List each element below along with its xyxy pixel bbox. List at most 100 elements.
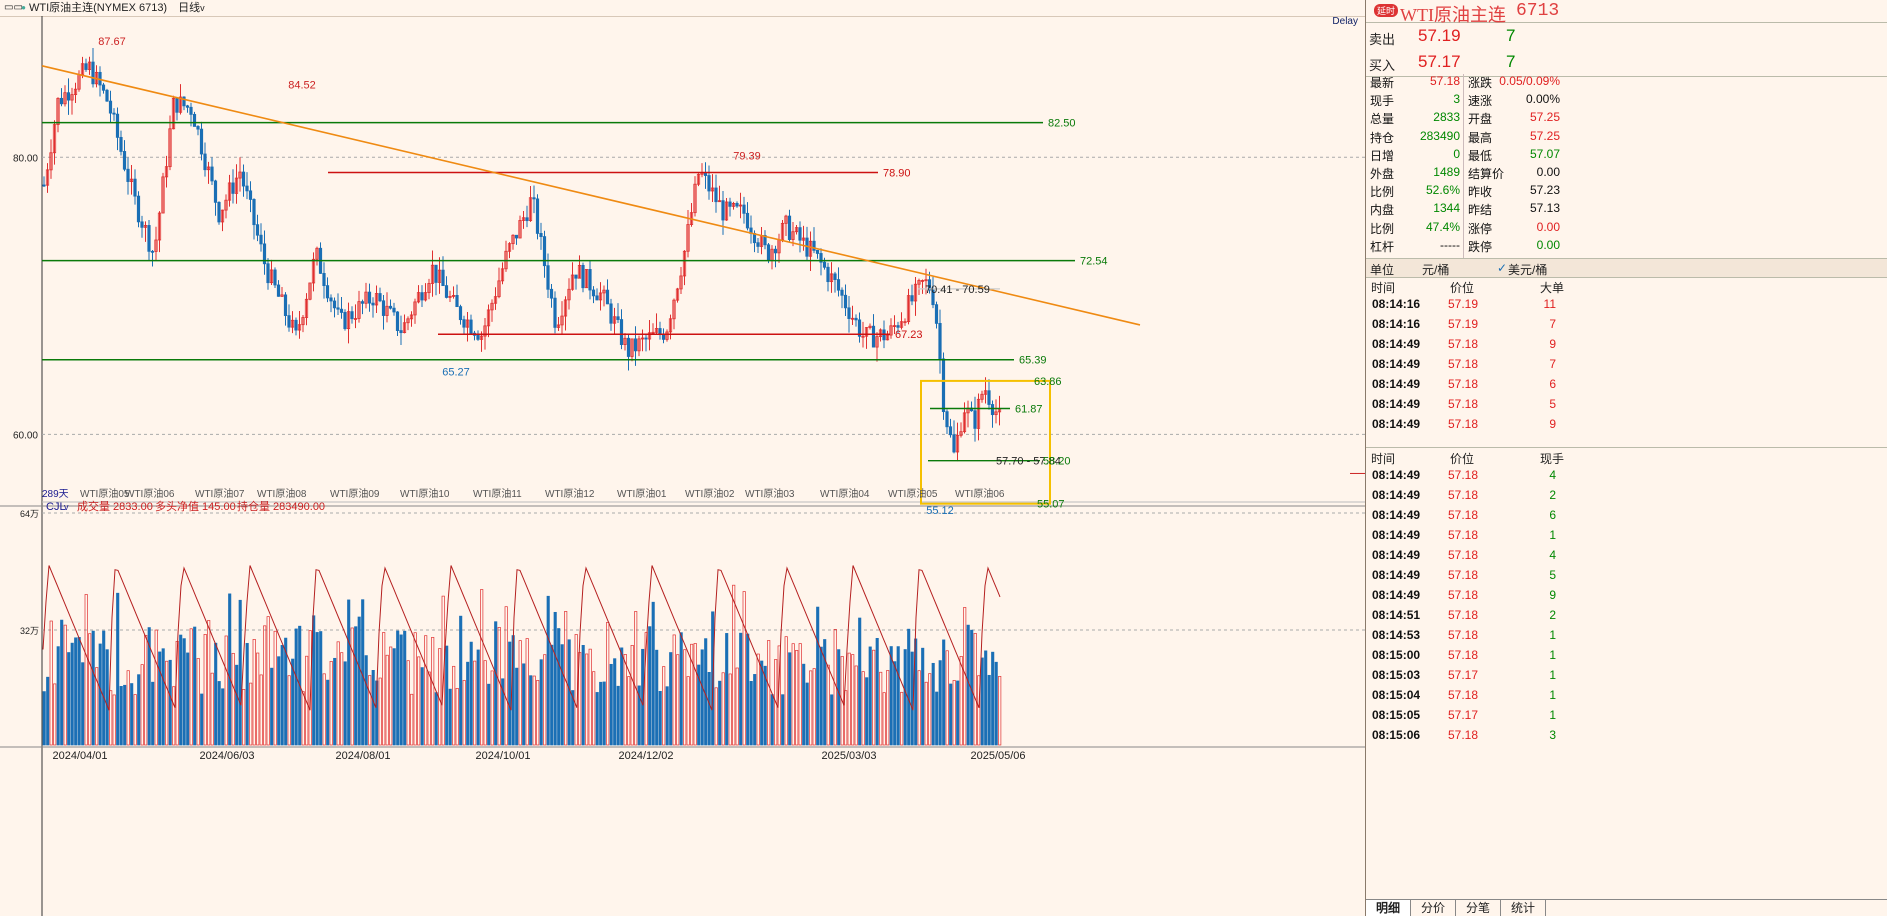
bid-row[interactable]: 买入 57.17 7 [1366,50,1887,77]
unit-option-usd[interactable]: 美元/桶 [1508,263,1548,277]
stat-label: 比例 [1370,221,1395,236]
tick-volume: 5 [1549,568,1556,582]
candle-body [350,311,354,320]
candle-body [756,242,760,247]
period-select[interactable]: 日线v [178,2,205,14]
candle-body [822,261,827,268]
volume-bar [501,678,505,746]
candle-body [906,295,911,323]
tab-2[interactable]: 分笔 [1456,900,1502,916]
volume-bar [676,654,680,746]
candle-body [885,334,890,341]
annotation-label: 63.86 [1034,376,1062,388]
candle-body [938,322,942,360]
volume-bar [126,670,130,746]
candle-body [836,279,841,291]
unit-option-cny[interactable]: 元/桶 [1422,263,1450,277]
price-chart[interactable]: 82.50 78.90 72.54 67.23 65.39 61.87 87.67 84.5… [0,16,1365,916]
candle-body [766,244,771,261]
volume-bar [193,626,197,746]
candle-body [731,203,736,207]
tab-0[interactable]: 明细 [1366,900,1412,916]
tab-3[interactable]: 统计 [1501,900,1547,916]
stat-value: 57.25 [1529,110,1560,125]
volume-bar [144,634,148,746]
candle-body [353,318,358,320]
tab-1[interactable]: 分价 [1411,900,1457,916]
candle-body [213,180,218,203]
contract-label: WTI原油01 [617,487,667,500]
volume-bar [46,676,50,746]
volume-bar [760,660,764,746]
candle-body [311,258,316,284]
bars-icon[interactable]: ▭▭ [4,2,23,14]
tick-price: 57.18 [1448,377,1479,391]
stat-value: 57.13 [1529,201,1560,216]
volume-bar [847,652,851,746]
volume-bar [466,661,470,746]
volume-bar [987,674,991,746]
candle-body [486,309,491,327]
candle-body [920,280,925,282]
volume-bar [697,664,701,746]
volume-bar [424,635,428,746]
quote-code: 6713 [1516,1,1560,21]
candle-body [143,225,148,228]
volume-bar [714,687,718,746]
volume-bar [431,637,435,746]
tick-row: 08:15:05 57.17 1 [1366,708,1566,728]
candle-body [427,283,431,294]
unit-selector[interactable]: 单位 元/桶 ✓ 美元/桶 [1366,258,1887,278]
tick-volume: 7 [1549,317,1556,331]
volume-bar [532,675,536,746]
candle-body [518,220,522,239]
candle-body [532,197,536,200]
volume-bar [620,647,624,746]
candle-body [360,301,365,304]
volume-bar [557,628,561,746]
tick-time: 08:14:49 [1372,357,1421,371]
candle-body [140,221,144,228]
candle-body [952,434,956,453]
volume-bar [907,628,911,746]
volume-bar [795,650,799,746]
candle-body [238,171,242,179]
candle-body [483,325,487,337]
volume-bar [742,591,746,746]
candle-body [721,200,725,221]
candle-body [329,297,333,302]
volume-bar [924,681,928,746]
candle-body [535,198,540,234]
tick-volume: 9 [1549,588,1556,602]
candle-body [437,269,442,283]
volume-bar [819,646,823,746]
candle-body [917,280,921,285]
volume-bar [952,680,956,746]
ask-row[interactable]: 卖出 57.19 7 [1366,24,1887,50]
volume-bar [630,645,634,746]
volume-bar [515,667,519,746]
candle-body [640,337,645,340]
tick-row: 08:14:16 57.19 11 [1366,297,1566,317]
volume-bar [91,630,95,746]
candle-body [357,301,361,319]
tick-time: 08:14:49 [1372,508,1421,522]
level-label: 72.54 [1080,256,1108,268]
volume-bar [147,627,151,746]
candle-body [815,249,820,254]
volume-bar [60,619,64,746]
volume-bar [889,646,893,746]
volume-bar [928,673,932,746]
volume-bar [284,637,288,746]
tick-volume: 2 [1549,608,1556,622]
tick-time: 08:15:00 [1372,648,1421,662]
volume-bar [802,663,806,746]
volume-bar [655,649,659,746]
tick-volume: 4 [1549,548,1556,562]
candle-body [378,293,382,302]
chart-title-bar: ▭▭ ● WTI原油主连(NYMEX 6713) 日线v [0,0,1365,17]
tick-volume: 1 [1549,708,1556,722]
volume-bar [585,653,589,746]
volume-bar [931,662,935,746]
candle-body [609,303,613,324]
